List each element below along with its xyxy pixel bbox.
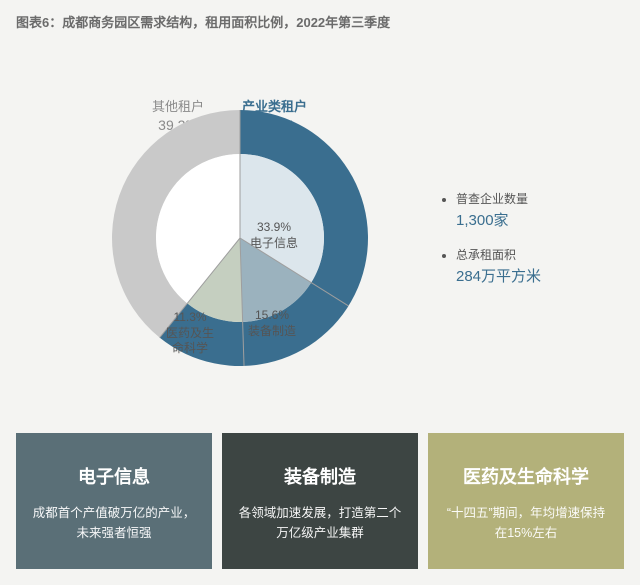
info-card: 医药及生命科学 “十四五”期间，年均增速保持在15%左右: [428, 433, 624, 569]
card-title: 装备制造: [236, 463, 404, 489]
cards-row: 电子信息成都首个产值破万亿的产业，未来强者恒强装备制造各领域加速发展，打造第二个…: [16, 433, 624, 569]
slice-label-electronic: 33.9%电子信息: [250, 220, 298, 251]
card-desc: 各领域加速发展，打造第二个万亿级产业集群: [236, 503, 404, 543]
slice-name: 装备制造: [248, 324, 296, 340]
stats-bullets: 普查企业数量 1,300家总承租面积 284万平方米: [440, 190, 610, 302]
card-title: 电子信息: [30, 463, 198, 489]
stat-label: 普查企业数量: [456, 190, 610, 207]
stat-item: 总承租面积 284万平方米: [456, 246, 610, 286]
slice-name: 电子信息: [250, 236, 298, 252]
slice-name: 医药及生命科学: [166, 326, 214, 357]
chart-title: 图表6：成都商务园区需求结构，租用面积比例，2022年第三季度: [16, 12, 390, 31]
stat-value: 1,300家: [456, 209, 610, 230]
slice-pct: 33.9%: [250, 220, 298, 236]
slice-label-medical: 11.3%医药及生命科学: [166, 310, 214, 357]
card-desc: “十四五”期间，年均增速保持在15%左右: [442, 503, 610, 543]
slice-label-equipment: 15.6%装备制造: [248, 308, 296, 339]
card-title: 医药及生命科学: [442, 463, 610, 489]
stat-value: 284万平方米: [456, 265, 610, 286]
stat-item: 普查企业数量 1,300家: [456, 190, 610, 230]
slice-pct: 15.6%: [248, 308, 296, 324]
chart-area: 其他租户 39.2% 产业类租户 60.8% 33.9%电子信息15.6%装备制…: [0, 50, 640, 430]
donut-chart: [100, 98, 380, 378]
slice-pct: 11.3%: [166, 310, 214, 326]
info-card: 电子信息成都首个产值破万亿的产业，未来强者恒强: [16, 433, 212, 569]
info-card: 装备制造各领域加速发展，打造第二个万亿级产业集群: [222, 433, 418, 569]
card-desc: 成都首个产值破万亿的产业，未来强者恒强: [30, 503, 198, 543]
stat-label: 总承租面积: [456, 246, 610, 263]
